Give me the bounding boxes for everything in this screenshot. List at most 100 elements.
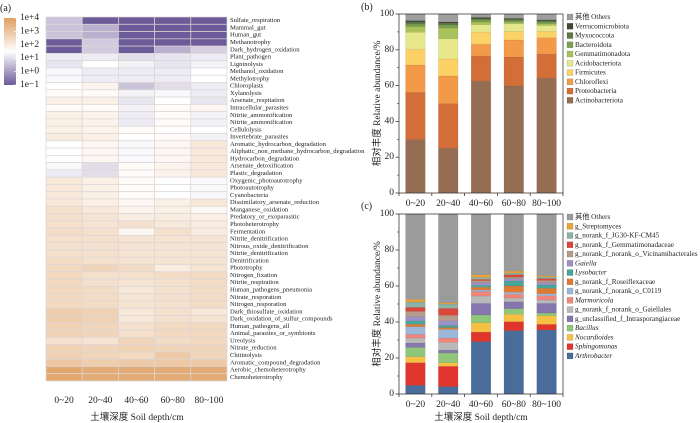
legend-label: 其他 Others — [575, 12, 611, 21]
heatmap-cell — [118, 104, 155, 112]
legend-label: Verrucomicrobiota — [575, 22, 630, 30]
heatmap-cell — [154, 96, 192, 105]
bar-segment — [438, 329, 459, 339]
heatmap-row-label: Dark_hydrogen_oxidation — [230, 46, 300, 53]
legend-swatch — [566, 32, 574, 39]
legend-swatch — [566, 69, 574, 76]
heatmap-cell — [81, 104, 119, 112]
bar-segment — [405, 362, 426, 386]
heatmap-cell — [154, 307, 192, 316]
heatmap-cell — [118, 162, 155, 171]
heatmap-row-label: Phototrophy — [230, 265, 263, 272]
heatmap-cell — [154, 125, 192, 134]
heatmap-cell — [190, 235, 228, 244]
legend-swatch — [566, 60, 574, 67]
colorbar-ticks: 1e+4 1e+3 1e+2 1e+1 1e+0 1e−1 — [14, 13, 39, 90]
bar-segment — [536, 53, 557, 79]
heatmap-cell — [190, 60, 228, 69]
heatmap-row-label: Denitrification — [230, 257, 270, 264]
heatmap-cell — [81, 118, 119, 127]
heatmap-cell — [45, 154, 83, 163]
heatmap-cell — [118, 293, 155, 302]
bar-segment — [438, 75, 459, 104]
heatmap-cell — [190, 322, 228, 331]
heatmap-cell — [45, 278, 83, 287]
legend-swatch — [566, 97, 574, 104]
heatmap-cell — [118, 154, 155, 163]
bar-segment — [536, 329, 557, 395]
bar-segment — [405, 49, 426, 66]
bar-segment — [438, 337, 459, 343]
heatmap-cell — [190, 344, 228, 353]
heatmap-x-axis-title: 土壤深度 Soil depth/cm — [90, 411, 184, 423]
heatmap-cell — [190, 67, 228, 76]
bar-segment — [438, 366, 459, 387]
heatmap-cell — [190, 74, 228, 83]
bar-segment — [470, 285, 492, 288]
heatmap-row-labels: Sulfate_respirationMammal_gutHuman_gutMe… — [230, 17, 365, 381]
heatmap-cell — [190, 53, 228, 62]
bar-segment — [470, 280, 492, 283]
heatmap-cell — [81, 227, 119, 236]
heatmap-cell — [118, 45, 155, 54]
heatmap-cell — [190, 315, 228, 324]
heatmap-cell — [154, 23, 192, 32]
legend-swatch — [566, 87, 574, 95]
heatmap-cell — [81, 358, 119, 367]
heatmap-cell — [154, 31, 192, 40]
heatmap-cell — [45, 373, 83, 382]
heatmap-cell — [118, 213, 155, 222]
heatmap-cell — [154, 256, 192, 265]
bar-segment — [470, 44, 492, 57]
legend-label: Lysobacter — [574, 269, 607, 277]
heatmap-row-label: Arsenate_detoxification — [230, 163, 294, 170]
y-tick-label: 80 — [385, 245, 395, 255]
legend-swatch — [566, 250, 574, 258]
bar-segment — [405, 320, 426, 325]
heatmap-cell — [154, 191, 192, 200]
heatmap-cell — [190, 278, 228, 287]
bar-segment — [438, 303, 459, 309]
heatmap-cell — [81, 278, 119, 287]
heatmap-cell — [154, 329, 192, 338]
heatmap-cell — [118, 205, 155, 214]
bar-segment — [438, 13, 459, 23]
bar-segment — [536, 25, 557, 32]
bar-segment — [503, 270, 524, 274]
heatmap-column-label: 20~40 — [88, 396, 112, 406]
bar-segment — [405, 316, 426, 321]
bar-segment — [503, 321, 524, 331]
bar-segment — [470, 274, 492, 278]
heatmap-row-label: Plastic_degradation — [230, 170, 283, 177]
bar-segment — [438, 213, 459, 303]
heatmap-cell — [118, 176, 155, 185]
heatmap-cell — [81, 300, 119, 309]
bar-segment — [536, 315, 557, 325]
heatmap-cell — [154, 235, 192, 244]
heatmap-cell — [118, 315, 155, 324]
bar-segment — [438, 325, 459, 328]
heatmap-cell — [81, 191, 119, 200]
heatmap-cell — [118, 242, 155, 251]
bar-segment — [470, 55, 492, 82]
heatmap-cell — [45, 133, 83, 142]
heatmap-row-label: Nitrogen_fixation — [230, 272, 278, 279]
heatmap-cell — [45, 249, 83, 258]
bar-segment — [536, 13, 557, 20]
heatmap-cell — [45, 67, 83, 76]
heatmap-row-label: Ligninolysis — [230, 61, 263, 68]
heatmap-cell — [81, 293, 119, 302]
heatmap-cell — [190, 38, 228, 47]
bar-segment — [405, 356, 426, 363]
heatmap-row-label: Nitrite_denitrification — [230, 236, 289, 243]
heatmap-row-label: Nitrite_respiration — [230, 279, 279, 286]
heatmap-cell — [45, 140, 83, 149]
colorbar-tick-label: 1e−1 — [20, 80, 39, 90]
heatmap-row-label: Nitrate_reduction — [230, 345, 277, 352]
legend-label: g_norank_f_Roseiflexaceae — [575, 278, 655, 286]
heatmap-cell — [154, 16, 192, 25]
y-tick-label: 40 — [385, 116, 395, 126]
bar-segment — [470, 282, 492, 286]
heatmap-row-label: Nitrite_ammonification — [230, 119, 293, 126]
heatmap-cell — [190, 23, 228, 32]
